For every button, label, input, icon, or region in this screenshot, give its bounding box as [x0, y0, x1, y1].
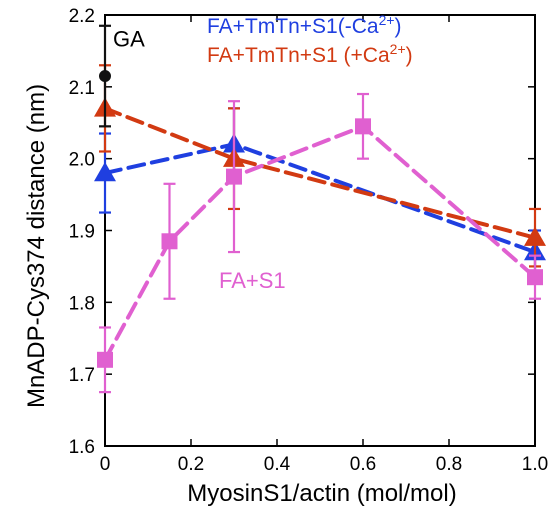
x-tick-label: 1.0 [522, 454, 548, 475]
x-tick-label: 0.8 [436, 454, 462, 475]
legend: FA+TmTn+S1(-Ca2+) FA+TmTn+S1 (+Ca2+) FA+S1 [207, 12, 413, 293]
reference-label: GA [113, 27, 145, 52]
x-tick-label: 0.4 [264, 454, 291, 475]
reference-ga: GA [99, 24, 145, 128]
data-point [527, 269, 543, 286]
legend-entry-minus-ca: FA+TmTn+S1(-Ca2+) [207, 12, 402, 38]
y-tick-label: 2.2 [69, 6, 95, 27]
reference-point [99, 70, 111, 83]
data-point [161, 233, 178, 250]
x-axis-title: MyosinS1/actin (mol/mol) [187, 480, 456, 507]
series-2 [97, 92, 543, 394]
y-tick-label: 2.0 [69, 150, 95, 171]
legend-entry-plus-ca: FA+TmTn+S1 (+Ca2+) [207, 41, 413, 67]
y-tick-label: 1.8 [69, 293, 95, 314]
y-tick-label: 1.7 [69, 365, 95, 386]
x-tick-label: 0 [100, 454, 111, 475]
x-tick-label: 0.6 [350, 454, 376, 475]
y-axis-title: MnADP-Cys374 distance (nm) [23, 84, 50, 408]
y-tick-label: 2.1 [69, 78, 95, 99]
data-point [226, 168, 242, 185]
data-point [524, 226, 546, 246]
series-label-fa-s1: FA+S1 [219, 268, 286, 293]
series-layer: GA [94, 24, 546, 394]
x-tick-label: 0.2 [178, 454, 204, 475]
data-point [97, 351, 113, 368]
data-point [94, 162, 116, 182]
y-tick-label: 1.6 [69, 437, 95, 458]
data-point [355, 118, 371, 135]
y-tick-label: 1.9 [69, 222, 95, 243]
series-line [103, 106, 537, 240]
axes: 0 0.2 0.4 0.6 0.8 1.0 1.6 1.7 1.8 1.9 2.0 2.1 2.2 [69, 6, 549, 475]
